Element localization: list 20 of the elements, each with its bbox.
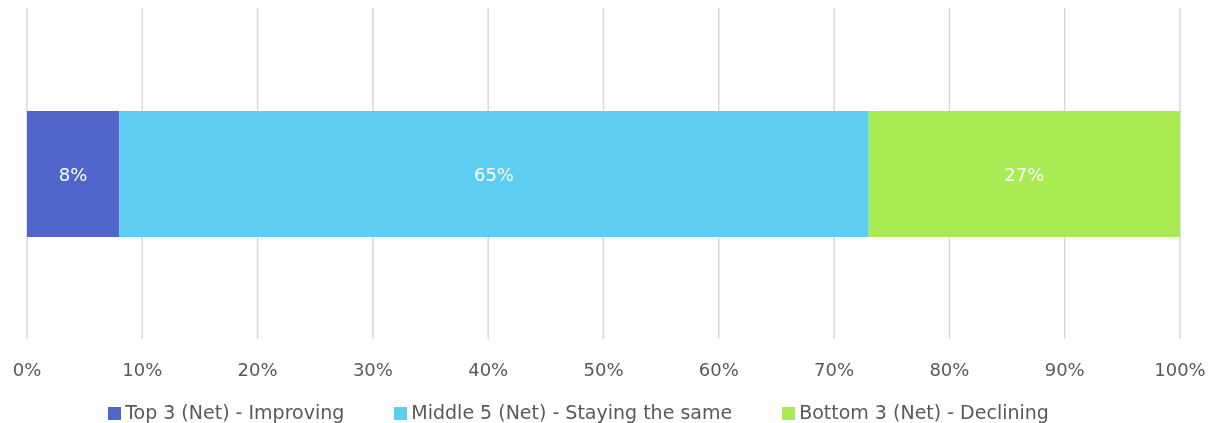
x-tick-label: 40% bbox=[468, 358, 509, 380]
x-tick-label: 30% bbox=[352, 358, 393, 380]
x-tick-label: 60% bbox=[698, 358, 739, 380]
x-tick-label: 70% bbox=[814, 358, 855, 380]
x-tick-label: 50% bbox=[583, 358, 624, 380]
data-label: 65% bbox=[473, 163, 514, 185]
legend-label: Bottom 3 (Net) - Declining bbox=[799, 401, 1049, 423]
legend-label: Top 3 (Net) - Improving bbox=[125, 401, 345, 423]
bar bbox=[119, 111, 869, 237]
legend-label: Middle 5 (Net) - Staying the same bbox=[411, 401, 733, 423]
data-label: 8% bbox=[58, 163, 88, 185]
x-tick-label: 20% bbox=[237, 358, 278, 380]
bar bbox=[868, 111, 1180, 237]
x-tick-label: 100% bbox=[1154, 358, 1206, 380]
x-tick-label: 10% bbox=[122, 358, 163, 380]
x-tick-label: 90% bbox=[1044, 358, 1085, 380]
x-tick-label: 80% bbox=[929, 358, 970, 380]
data-label: 27% bbox=[1004, 163, 1045, 185]
bar bbox=[27, 111, 120, 237]
x-tick-label: 0% bbox=[12, 358, 42, 380]
